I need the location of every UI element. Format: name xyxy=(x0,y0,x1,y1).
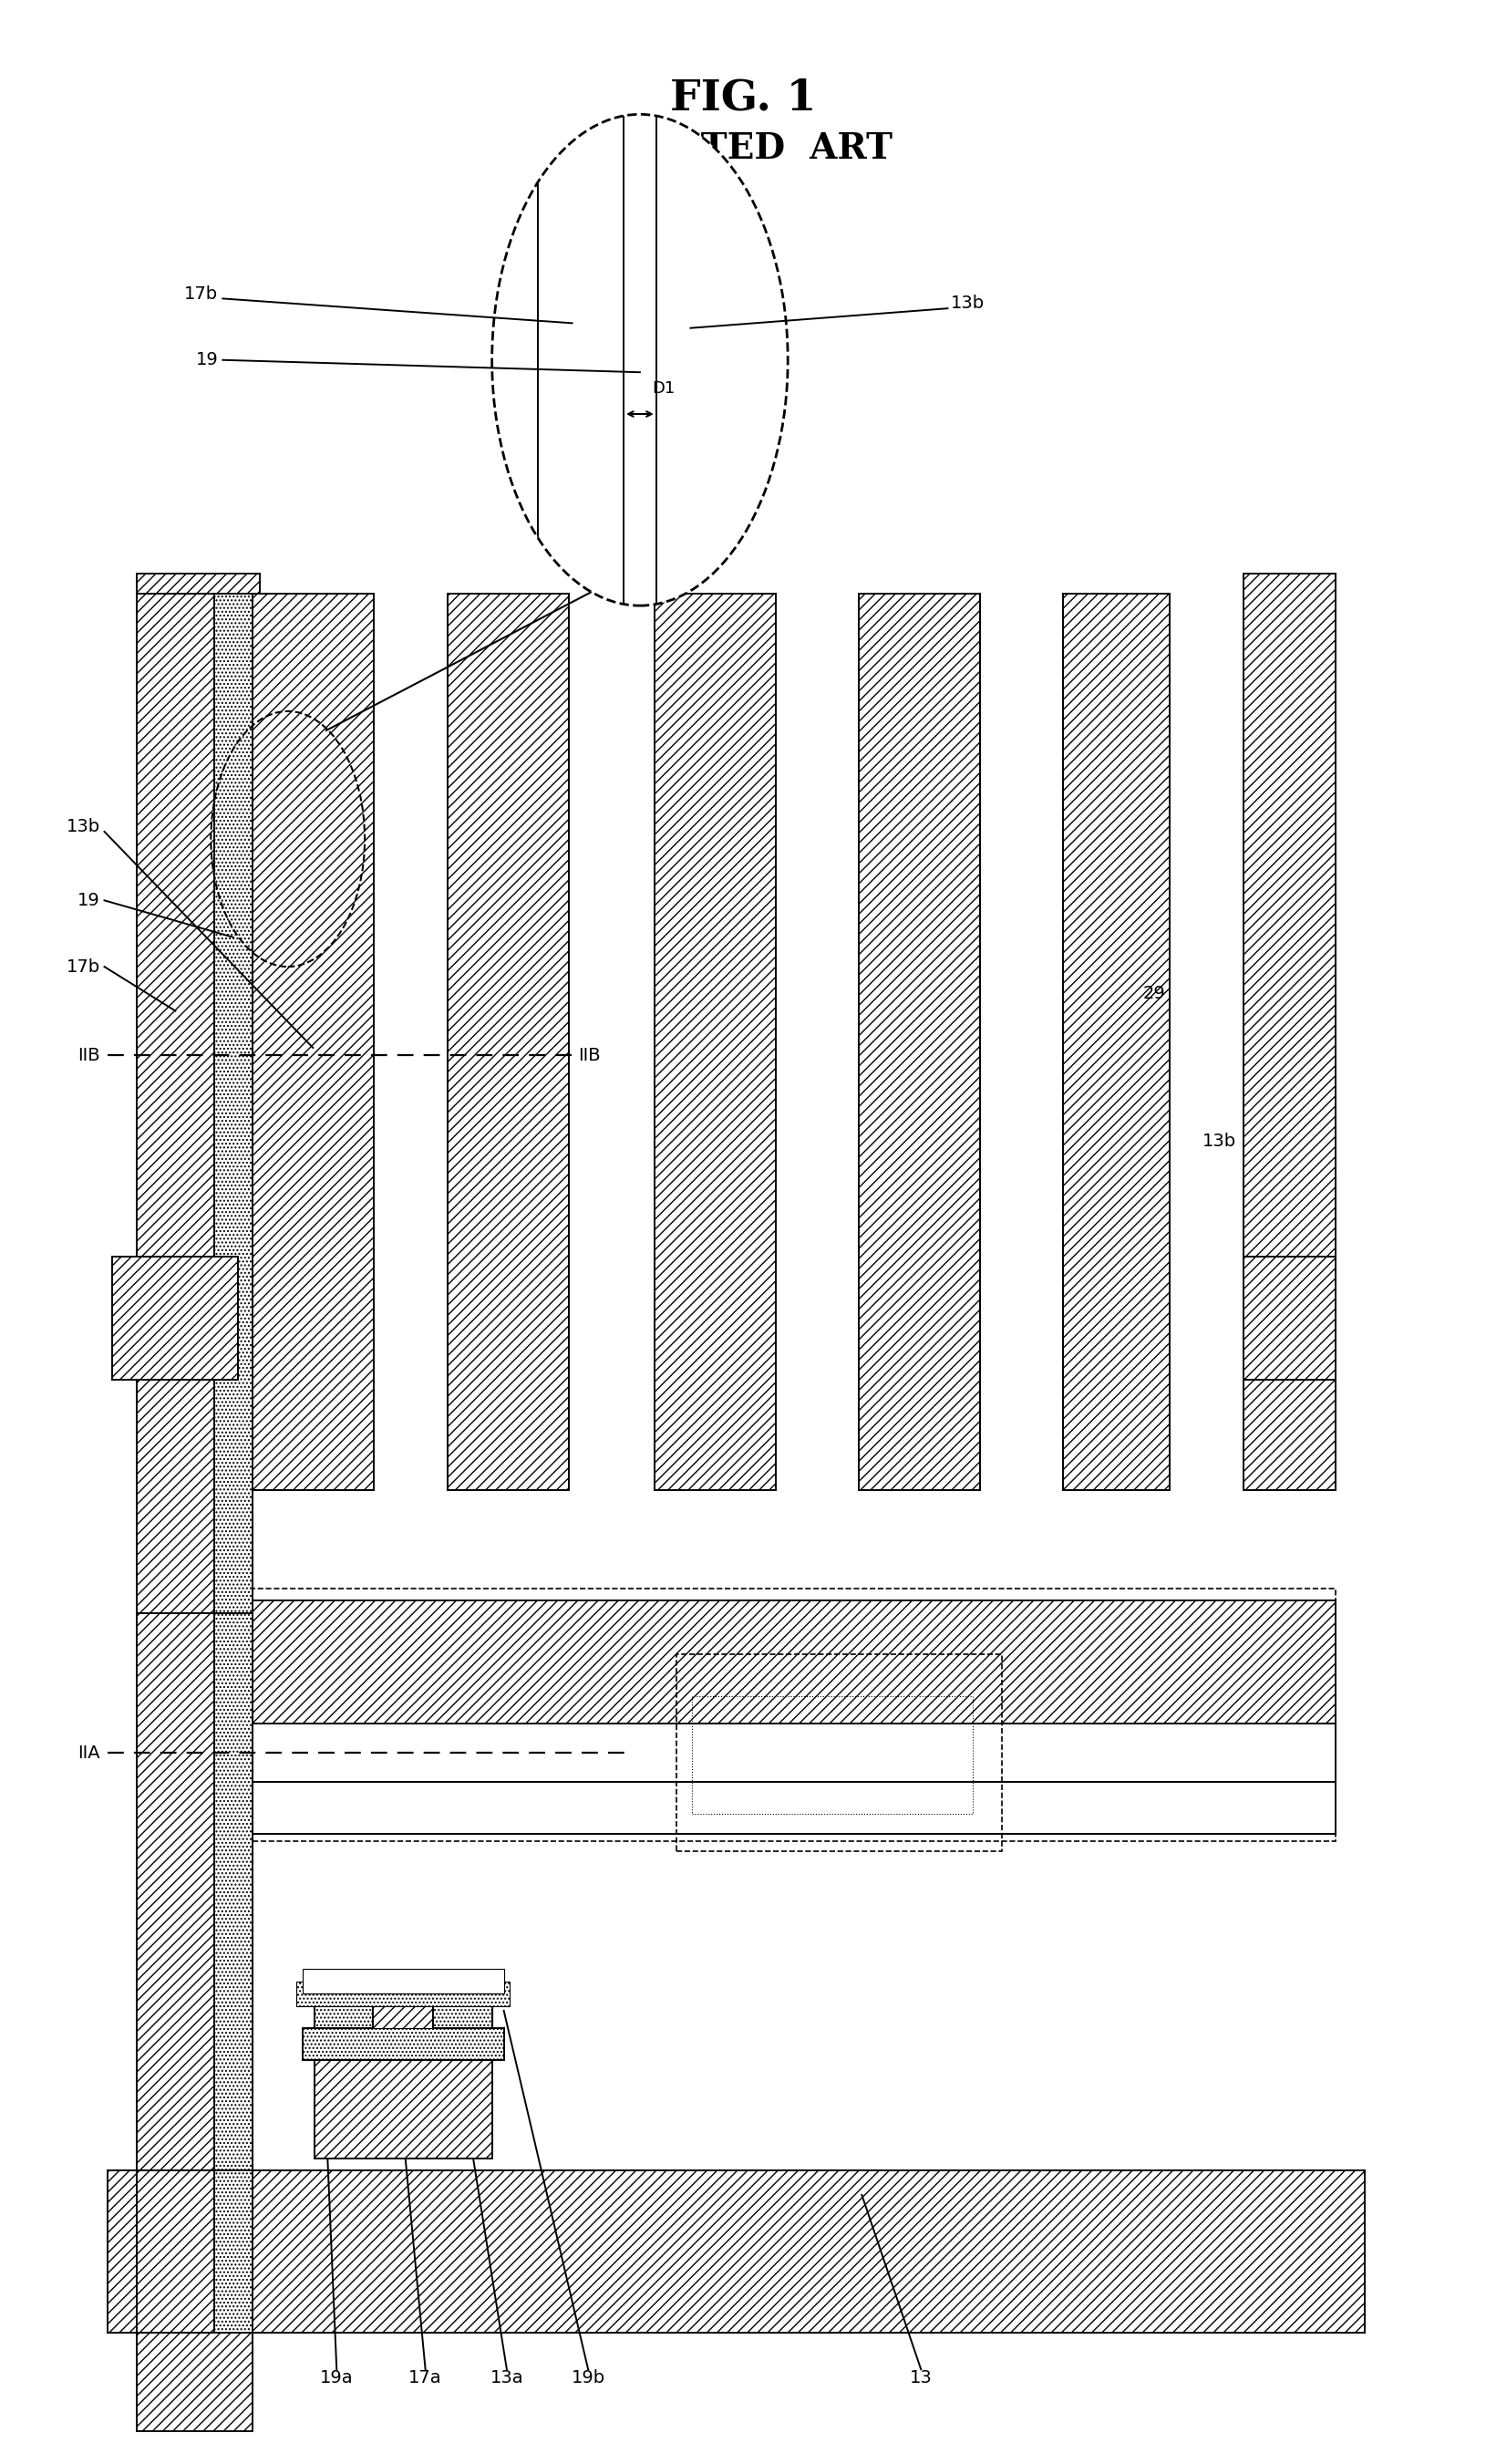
Bar xyxy=(253,1722,1334,1833)
Bar xyxy=(214,1614,253,2171)
Text: 19b: 19b xyxy=(571,2370,605,2388)
Bar xyxy=(137,1614,214,2171)
Bar xyxy=(107,2171,1364,2333)
Text: 17a: 17a xyxy=(409,2370,441,2388)
Text: IIB: IIB xyxy=(578,1047,600,1064)
Text: 29: 29 xyxy=(1143,986,1165,1003)
Text: 19: 19 xyxy=(196,352,218,370)
Bar xyxy=(111,1257,238,1380)
Bar xyxy=(253,1589,1334,1841)
Bar xyxy=(214,594,253,2171)
Text: IIB: IIB xyxy=(77,1047,100,1064)
Bar xyxy=(253,1722,1334,1781)
Bar xyxy=(314,1993,373,2028)
Text: FIG. 1: FIG. 1 xyxy=(670,76,816,118)
Text: 13b: 13b xyxy=(950,296,984,313)
Text: 17b: 17b xyxy=(184,286,218,303)
Bar xyxy=(1062,594,1169,1491)
Bar xyxy=(508,113,623,606)
Bar xyxy=(314,2060,492,2158)
Bar xyxy=(859,594,979,1491)
Bar xyxy=(214,2171,253,2333)
Bar xyxy=(623,113,655,606)
Text: 19: 19 xyxy=(77,892,100,909)
Bar xyxy=(691,1695,972,1814)
Bar xyxy=(1242,574,1334,1491)
Bar xyxy=(253,1602,1334,1722)
Text: 13: 13 xyxy=(909,2370,932,2388)
Text: D1: D1 xyxy=(651,379,675,397)
Bar xyxy=(432,1993,492,2028)
Circle shape xyxy=(492,113,788,606)
Bar xyxy=(303,2028,504,2060)
Text: IIA: IIA xyxy=(77,1745,100,1762)
Text: IIA: IIA xyxy=(636,1745,658,1762)
Text: 13b: 13b xyxy=(65,818,100,835)
Text: 13a: 13a xyxy=(490,2370,523,2388)
Text: 13b: 13b xyxy=(1201,1133,1235,1151)
Bar xyxy=(137,2333,253,2430)
Bar xyxy=(1242,1257,1334,1380)
Bar xyxy=(137,574,260,594)
Bar xyxy=(303,1969,504,1993)
Bar xyxy=(654,594,776,1491)
Bar xyxy=(314,2003,492,2028)
Bar xyxy=(297,1981,510,2006)
Bar xyxy=(655,113,831,606)
Text: 17b: 17b xyxy=(65,958,100,976)
Bar xyxy=(253,594,373,1491)
Text: RELATED  ART: RELATED ART xyxy=(593,131,893,165)
Text: 19a: 19a xyxy=(319,2370,354,2388)
Bar xyxy=(137,2171,214,2333)
Bar xyxy=(137,594,214,2171)
Bar xyxy=(676,1653,1002,1850)
Bar xyxy=(447,594,569,1491)
